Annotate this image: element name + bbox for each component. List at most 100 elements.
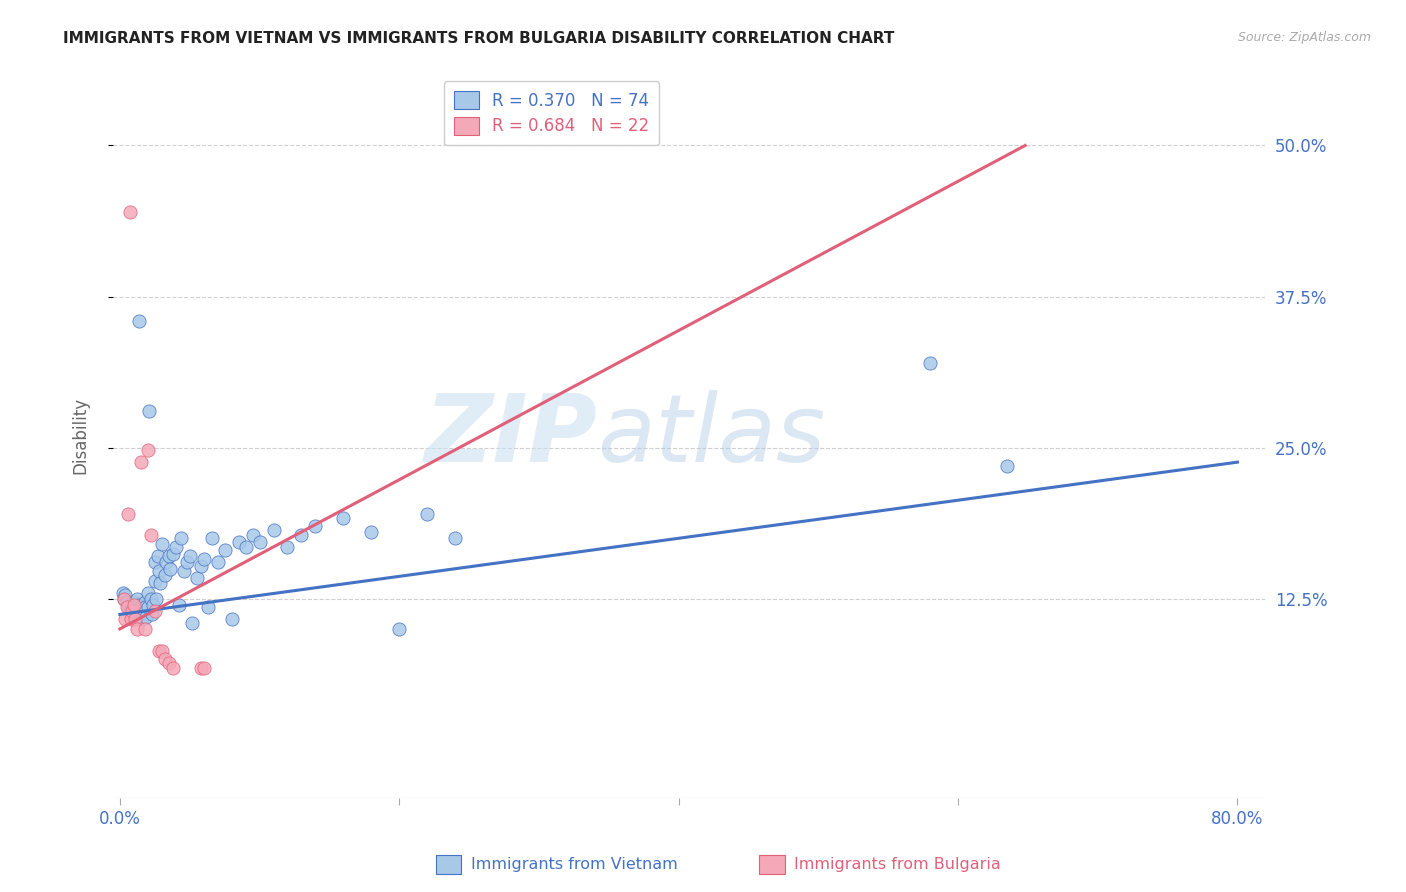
Point [242,527,264,541]
Point [122,598,145,612]
Point [146,549,169,564]
Point [138,404,160,418]
Text: Immigrants from Bulgaria: Immigrants from Bulgaria [794,857,1001,871]
Point [190,559,212,574]
Point [139,527,162,541]
Point [157,549,180,564]
Point [124,606,146,620]
Point [136,600,159,615]
Point [228,535,250,549]
Point [148,564,170,578]
Point [173,564,195,578]
Point [125,591,148,606]
Point [153,567,176,582]
Point [112,591,135,606]
Point [165,540,187,554]
Point [121,599,143,613]
Point [388,622,411,636]
Point [124,612,146,626]
Point [129,607,152,622]
Point [179,549,201,564]
Point [122,612,145,626]
Point [214,543,236,558]
Point [176,556,198,570]
Point [207,556,229,570]
Point [143,574,166,588]
Point [170,531,193,545]
Point [118,205,141,219]
Point [995,458,1018,473]
Point [125,622,148,636]
Point [135,610,157,624]
Point [129,455,152,469]
Point [142,598,165,612]
Point [149,576,172,591]
Point [150,537,173,551]
Point [360,525,382,540]
Point [416,507,439,521]
Point [332,510,354,524]
Point [131,612,153,626]
Point [129,600,152,615]
Point [193,551,215,566]
Point [128,314,150,328]
Point [136,585,159,599]
Point [162,547,184,561]
Point [136,443,159,458]
Point [181,615,204,630]
Point [145,591,167,606]
Point [114,612,136,626]
Point [134,622,156,636]
Point [157,656,180,670]
Point [117,600,139,615]
Point [263,523,285,537]
Point [122,595,145,609]
Point [118,604,141,618]
Point [249,535,271,549]
Point [143,556,166,570]
Text: atlas: atlas [598,390,825,481]
Point [124,600,146,615]
Point [143,604,166,618]
Point [150,643,173,657]
Point [134,600,156,615]
Y-axis label: Disability: Disability [72,397,89,475]
Point [162,660,184,674]
Point [127,598,149,612]
Point [112,591,135,606]
Point [197,600,219,615]
Text: ZIP: ZIP [425,390,598,482]
Point [290,527,312,541]
Point [148,643,170,657]
Point [122,604,145,618]
Point [132,604,155,618]
Point [141,607,163,622]
Text: Source: ZipAtlas.com: Source: ZipAtlas.com [1237,31,1371,45]
Point [117,507,139,521]
Point [155,556,177,570]
Point [120,612,142,626]
Point [201,531,224,545]
Text: Immigrants from Vietnam: Immigrants from Vietnam [471,857,678,871]
Point [114,588,136,602]
Point [111,585,134,599]
Point [920,356,942,370]
Legend: R = 0.370   N = 74, R = 0.684   N = 22: R = 0.370 N = 74, R = 0.684 N = 22 [444,81,659,145]
Point [120,607,142,622]
Point [121,604,143,618]
Point [127,602,149,616]
Point [276,540,298,554]
Point [304,519,326,533]
Point [139,591,162,606]
Point [190,660,212,674]
Point [186,571,208,585]
Point [134,595,156,609]
Text: IMMIGRANTS FROM VIETNAM VS IMMIGRANTS FROM BULGARIA DISABILITY CORRELATION CHART: IMMIGRANTS FROM VIETNAM VS IMMIGRANTS FR… [63,31,894,46]
Point [125,610,148,624]
Point [120,598,142,612]
Point [153,652,176,666]
Point [115,600,138,615]
Point [167,598,190,612]
Point [221,612,243,626]
Point [444,531,467,545]
